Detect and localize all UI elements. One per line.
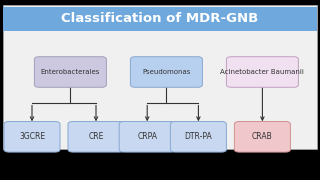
FancyBboxPatch shape [119, 122, 175, 152]
FancyBboxPatch shape [3, 5, 317, 149]
FancyBboxPatch shape [35, 57, 106, 87]
Text: CRE: CRE [88, 132, 104, 141]
FancyBboxPatch shape [68, 122, 124, 152]
Text: Classification of MDR-GNB: Classification of MDR-GNB [61, 12, 259, 25]
Text: DTR-PA: DTR-PA [185, 132, 212, 141]
Text: Acinetobacter Baumanii: Acinetobacter Baumanii [220, 69, 304, 75]
FancyBboxPatch shape [131, 57, 202, 87]
FancyBboxPatch shape [3, 7, 317, 31]
Text: Enterobacterales: Enterobacterales [41, 69, 100, 75]
Text: 3GCRE: 3GCRE [19, 132, 45, 141]
FancyBboxPatch shape [4, 122, 60, 152]
Text: CRPA: CRPA [137, 132, 157, 141]
Text: Pseudomonas: Pseudomonas [142, 69, 191, 75]
FancyBboxPatch shape [227, 57, 298, 87]
FancyBboxPatch shape [170, 122, 227, 152]
Text: CRAB: CRAB [252, 132, 273, 141]
FancyBboxPatch shape [234, 122, 291, 152]
